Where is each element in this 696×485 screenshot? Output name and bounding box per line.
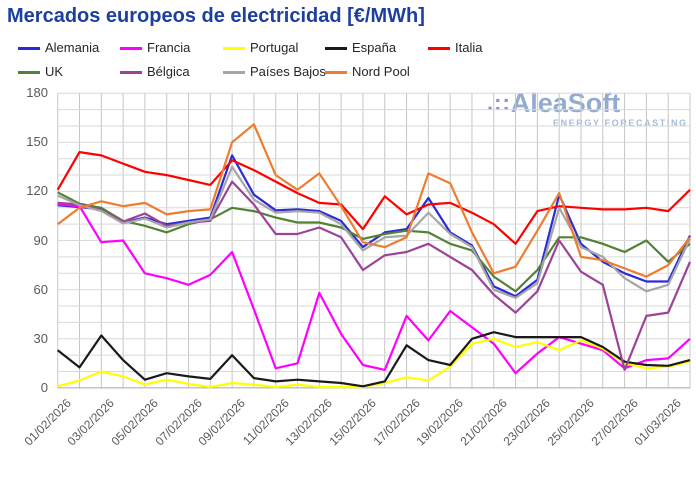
legend-item-francia: Francia	[120, 40, 190, 56]
legend-label-portugal: Portugal	[250, 40, 299, 55]
y-tick-label: 120	[26, 183, 48, 199]
series-line-francia	[57, 203, 691, 375]
series-line-espa-a	[57, 331, 691, 388]
legend-item-alemania: Alemania	[18, 40, 99, 56]
legend-label-pa-ses-bajos: Países Bajos	[250, 64, 326, 79]
legend-swatch-uk	[18, 70, 40, 74]
y-tick-label: 150	[26, 134, 48, 150]
series-line-nord-pool	[57, 123, 691, 278]
legend-label-nord-pool: Nord Pool	[352, 64, 410, 79]
series-line-uk	[57, 191, 691, 293]
aleasoft-logo-text: AleaSoft	[510, 88, 621, 118]
legend-label-b-lgica: Bélgica	[147, 64, 190, 79]
legend-item-pa-ses-bajos: Países Bajos	[223, 64, 326, 80]
legend-item-portugal: Portugal	[223, 40, 298, 56]
y-tick-label: 30	[33, 330, 48, 346]
legend-item-uk: UK	[18, 64, 63, 80]
y-tick-label: 180	[26, 85, 48, 101]
legend-item-nord-pool: Nord Pool	[325, 64, 410, 80]
series-line-b-lgica	[57, 180, 692, 371]
y-tick-label: 60	[33, 281, 48, 297]
aleasoft-logo-dots-icon: .::	[487, 90, 511, 115]
legend-label-uk: UK	[45, 64, 64, 79]
legend-swatch-portugal	[223, 46, 245, 50]
legend-swatch-espa-a	[325, 46, 347, 50]
series-line-pa-ses-bajos	[57, 165, 691, 299]
legend-item-espa-a: España	[325, 40, 396, 56]
legend-item-b-lgica: Bélgica	[120, 64, 190, 80]
chart-title: Mercados europeos de electricidad [€/MWh…	[7, 5, 425, 27]
legend-swatch-alemania	[18, 46, 40, 50]
legend-label-espa-a: España	[352, 40, 397, 55]
legend-label-francia: Francia	[147, 40, 191, 55]
legend-swatch-b-lgica	[120, 70, 142, 74]
legend-label-alemania: Alemania	[45, 40, 100, 55]
y-tick-label: 90	[33, 232, 48, 248]
aleasoft-tagline: ENERGY FORECASTING	[553, 118, 688, 128]
legend-item-italia: Italia	[428, 40, 482, 56]
legend-swatch-pa-ses-bajos	[223, 70, 245, 74]
aleasoft-logo: .::AleaSoft	[487, 90, 620, 117]
legend-swatch-nord-pool	[325, 70, 347, 74]
legend-swatch-italia	[428, 46, 450, 50]
series-line-portugal	[57, 337, 691, 389]
y-tick-label: 0	[40, 379, 48, 395]
legend-label-italia: Italia	[455, 40, 483, 55]
series-line-italia	[56, 151, 691, 245]
legend-swatch-francia	[120, 46, 142, 50]
